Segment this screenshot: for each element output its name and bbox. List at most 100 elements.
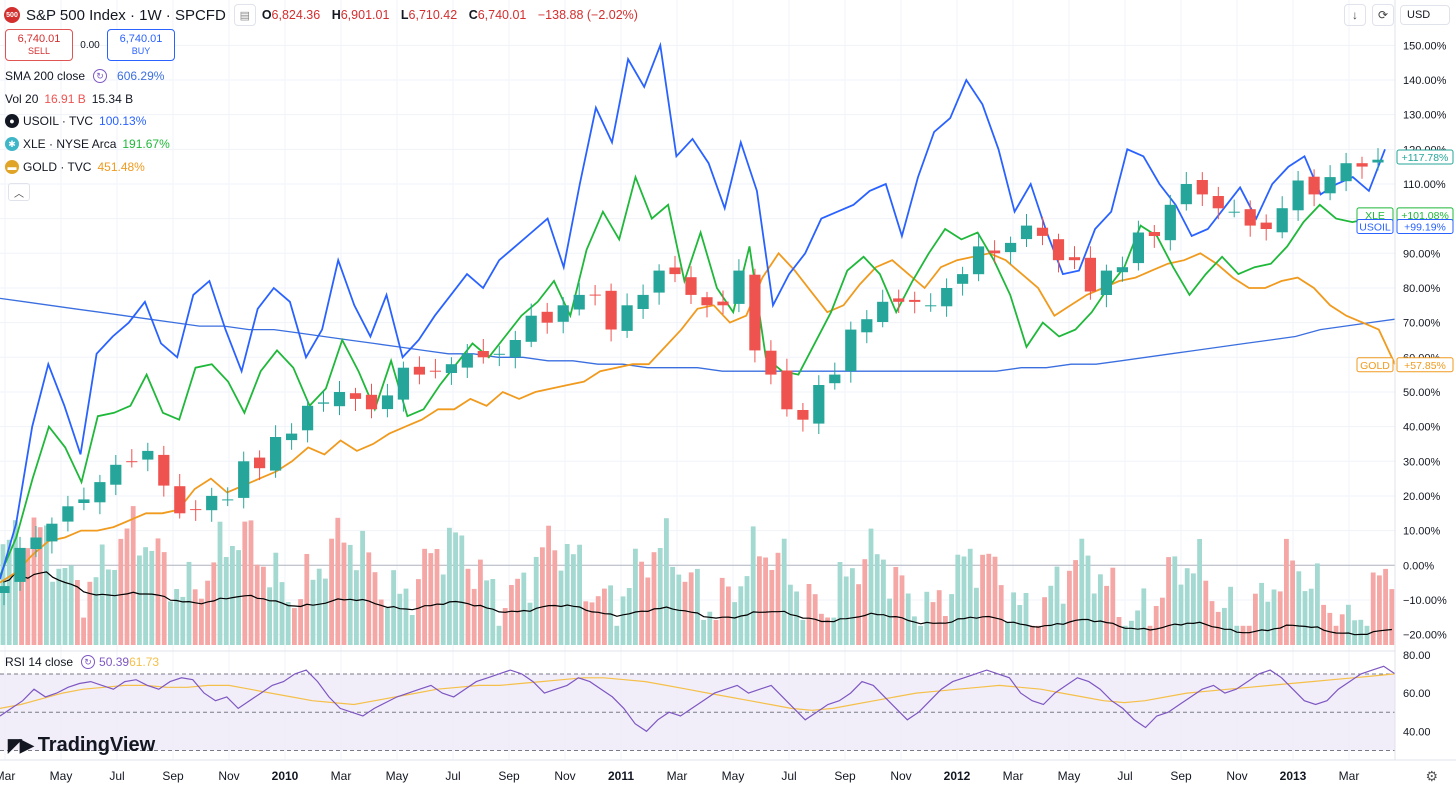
rsi-axis-label: 80.00 — [1403, 650, 1431, 662]
volume-bar — [837, 562, 843, 645]
candle-body — [286, 433, 298, 441]
volume-bar — [366, 552, 372, 645]
gold-series-line — [0, 251, 1396, 584]
volume-bar — [137, 555, 142, 645]
price-axis-label: 140.00% — [1403, 75, 1447, 87]
candle-body — [1196, 180, 1208, 195]
tradingview-wordmark: TradingView — [37, 734, 156, 756]
tradingview-logo[interactable]: ◤▶ TradingView — [8, 734, 155, 757]
sma-sync-icon[interactable]: ↻ — [93, 69, 108, 83]
volume-bar — [608, 585, 613, 645]
candle-body — [957, 274, 969, 284]
volume-bar — [174, 589, 179, 645]
gear-icon[interactable]: ⚙ — [1425, 768, 1438, 784]
volume-bar — [856, 584, 861, 645]
sma-value: 606.29% — [117, 69, 165, 83]
rsi-axis[interactable]: 40.00 60.00 80.00 — [1403, 650, 1431, 738]
candle-body — [349, 393, 362, 399]
volume-bar — [347, 544, 353, 645]
time-axis[interactable]: Mar May Jul Sep Nov 2010 Mar May Jul Sep Nov 2011 Ma… — [0, 769, 1359, 783]
volume-bar — [267, 587, 272, 645]
volume-bar — [273, 552, 279, 645]
time-axis-label: May — [722, 769, 745, 783]
volume-bar — [316, 568, 322, 645]
collapse-legend-icon[interactable]: ︿ — [8, 183, 30, 201]
symbol-title[interactable]: S&P 500 Index · 1W · SPCFD — [26, 6, 226, 24]
candle-body — [1292, 180, 1304, 211]
legend-volume[interactable]: Vol 20 16.91 B 15.34 B — [5, 92, 133, 106]
chart-settings-icon[interactable]: ▤ — [233, 4, 256, 26]
vol-label: Vol 20 — [5, 92, 39, 106]
volume-bar — [571, 554, 576, 645]
volume-bar — [1005, 621, 1010, 645]
volume-bar — [1315, 563, 1320, 645]
legend-sma[interactable]: SMA 200 close ↻ 606.29% — [5, 69, 164, 83]
vol-value-2: 15.34 B — [91, 92, 134, 106]
candle-body — [142, 450, 154, 460]
candle-body — [445, 364, 457, 373]
volume-bar — [564, 544, 570, 645]
rsi-sync-icon[interactable]: ↻ — [81, 655, 96, 669]
volume-bar — [806, 584, 812, 645]
candle-body — [46, 523, 58, 542]
candle-body — [302, 405, 314, 431]
volume-bar — [992, 556, 998, 645]
candle-body — [254, 457, 266, 469]
symbol-logo: 500 — [4, 7, 20, 23]
volume-bar — [595, 596, 601, 645]
time-axis-label: Mar — [1339, 769, 1360, 783]
volume-bar — [1073, 560, 1078, 645]
volume-bar — [192, 589, 198, 645]
volume-bar — [639, 561, 644, 645]
volume-bar — [1333, 625, 1339, 645]
candle-body — [701, 297, 713, 306]
sell-button[interactable]: 6,740.01 SELL — [5, 29, 73, 61]
buy-button[interactable]: 6,740.01 BUY — [107, 29, 175, 61]
volume-bar — [1129, 620, 1134, 645]
volume-bar — [682, 581, 688, 645]
volume-bar — [949, 594, 954, 645]
candle-body — [1084, 257, 1096, 292]
volume-bar — [998, 585, 1004, 645]
volume-bar — [955, 554, 961, 645]
legend-xle[interactable]: ✱ XLE · NYSE Arca 191.67% — [5, 137, 170, 151]
candle-body — [877, 301, 889, 322]
volume-bar — [1067, 570, 1072, 645]
volume-bar — [924, 591, 930, 645]
volume-bar — [967, 548, 973, 645]
candle-body — [1308, 176, 1320, 195]
legend-rsi[interactable]: RSI 14 close ↻ 50.39 61.73 — [5, 655, 159, 669]
time-axis-label: Sep — [162, 769, 184, 783]
arrow-down-icon[interactable]: ↓ — [1344, 4, 1366, 26]
candle-body — [861, 319, 873, 333]
volume-bar — [719, 577, 725, 645]
candle-body — [429, 370, 441, 372]
candle-body — [190, 509, 202, 511]
candle-body — [733, 270, 745, 304]
volume-bar — [223, 557, 229, 645]
time-axis-label: Mar — [0, 769, 15, 783]
volume-bar — [56, 568, 62, 645]
refresh-icon[interactable]: ⟳ — [1372, 4, 1394, 26]
candle-body — [94, 482, 106, 503]
volume-bar — [155, 538, 161, 645]
legend-gold[interactable]: ▬ GOLD · TVC 451.48% — [5, 160, 145, 174]
series-tag-text: XLE — [1365, 210, 1385, 222]
rsi-band-lines — [0, 673, 1395, 751]
volume-bar — [521, 572, 527, 645]
currency-select[interactable]: USD — [1400, 5, 1450, 25]
time-axis-label: Jul — [109, 769, 124, 783]
volume-bar — [186, 561, 192, 645]
rsi-axis-label: 40.00 — [1403, 726, 1431, 738]
volume-bar — [19, 548, 24, 645]
candle-body — [717, 301, 729, 306]
candle-body — [1148, 232, 1160, 236]
price-axis-label: 40.00% — [1403, 422, 1441, 434]
legend-usoil[interactable]: ● USOIL · TVC 100.13% — [5, 114, 146, 128]
usoil-value: 100.13% — [99, 114, 147, 128]
volume-bar — [670, 566, 675, 645]
time-axis-label: Mar — [1003, 769, 1024, 783]
close-label: C — [468, 8, 478, 22]
price-axis-label: 10.00% — [1403, 526, 1441, 538]
